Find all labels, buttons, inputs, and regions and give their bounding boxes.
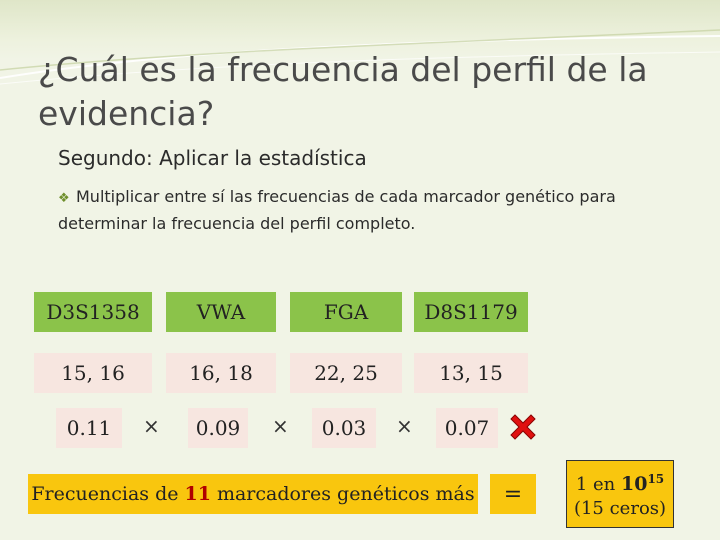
marker-count: 11 [184,483,211,505]
allele-box: 16, 18 [166,353,276,393]
marker-header: VWA [166,292,276,332]
marker-header: FGA [290,292,402,332]
equals-box: = [490,474,536,514]
frequency-box: 0.03 [312,408,376,448]
slide-subtitle: Segundo: Aplicar la estadística [58,146,367,170]
result-line: 1 en 1015 [576,467,664,497]
result-box: 1 en 1015 (15 ceros) [566,460,674,528]
result-note: (15 ceros) [573,498,667,519]
red-cross-icon [510,414,536,440]
frequency-box: 0.07 [436,408,498,448]
summary-box: Frecuencias de 11 marcadores genéticos m… [28,474,478,514]
result-prefix: 1 en [575,474,616,495]
result-exponent: 15 [647,472,665,486]
background-band [0,0,720,60]
summary-prefix: Frecuencias de [31,483,179,505]
bullet-icon: ❖ [58,191,70,206]
frequency-box: 0.11 [56,408,122,448]
multiply-sign: × [396,414,413,438]
allele-box: 22, 25 [290,353,402,393]
multiply-sign: × [143,414,160,438]
decorative-swoosh [0,29,720,85]
bullet-item: ❖ Multiplicar entre sí las frecuencias de… [58,184,698,236]
multiply-sign: × [272,414,289,438]
frequency-box: 0.09 [188,408,248,448]
marker-header: D3S1358 [34,292,152,332]
slide-title: ¿Cuál es la frecuencia del perfil de la … [38,50,648,133]
marker-header: D8S1179 [414,292,528,332]
summary-suffix: marcadores genéticos más [216,483,475,505]
allele-box: 13, 15 [414,353,528,393]
result-base: 10 [621,473,648,495]
allele-box: 15, 16 [34,353,152,393]
bullet-text: Multiplicar entre sí las frecuencias de … [58,187,616,233]
